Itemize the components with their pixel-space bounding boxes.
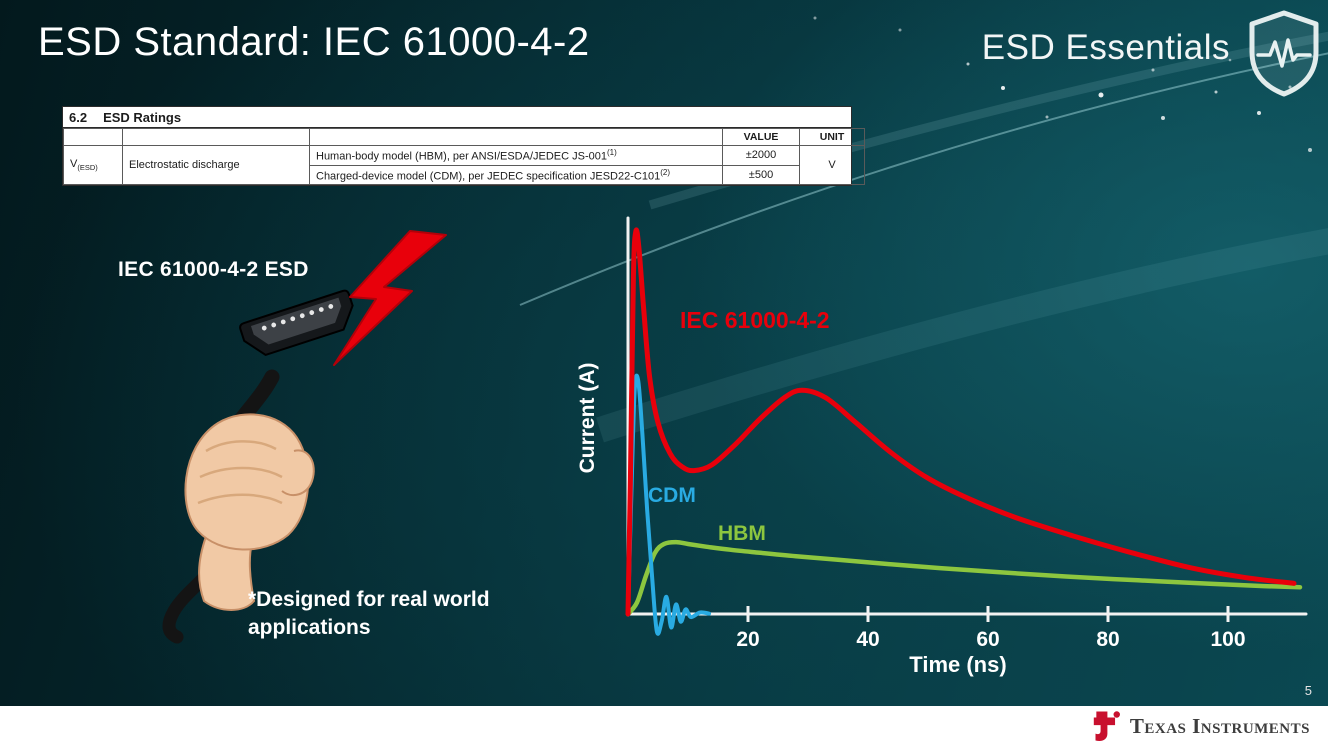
series-label-iec-61000-4-2: IEC 61000-4-2 [680,307,830,333]
unit-cell: V [799,144,865,186]
cdm-value-cell: ±500 [722,164,800,186]
table-row: Charged-device model (CDM), per JEDEC sp… [64,164,865,186]
table-header-row: VALUE UNIT [63,128,865,146]
x-tick-label: 40 [856,628,879,651]
illustration-caption: IEC 61000-4-2 ESD [118,258,309,281]
series-label-cdm: CDM [648,484,696,507]
cdm-model-cell: Charged-device model (CDM), per JEDEC sp… [309,164,723,186]
param-symbol-cell: V(ESD) [63,144,123,186]
background-stars [813,16,1312,152]
hdmi-connector [239,289,354,357]
param-name-cell: Electrostatic discharge [122,144,310,186]
section-number: 6.2 [69,110,88,125]
table-section-heading: 6.2 ESD Ratings [63,107,851,128]
series-brand-title: ESD Essentials [981,28,1230,67]
x-tick-label: 100 [1210,628,1245,651]
value-column-header: VALUE [722,128,800,146]
background-arc [596,228,1328,443]
hbm-value-cell: ±2000 [722,145,800,166]
page-number: 5 [1304,683,1312,698]
esd-shield-icon [1249,10,1319,97]
hand-holding-connector-illustration [162,230,447,644]
table-row: V(ESD) Electrostatic discharge Human-bod… [63,144,865,186]
x-axis-title: Time (ns) [909,652,1007,677]
slide-title: ESD Standard: IEC 61000-4-2 [38,20,590,64]
y-axis-title: Current (A) [576,362,599,474]
x-tick-label: 20 [736,628,759,651]
x-tick-label: 80 [1096,628,1119,651]
esd-ratings-table: 6.2 ESD Ratings VALUE UNIT V(ESD) Electro… [62,106,865,187]
unit-column-header: UNIT [799,128,865,146]
hbm-model-cell: Human-body model (HBM), per ANSI/ESDA/JE… [309,145,723,166]
lightning-bolt-icon [333,230,447,366]
footer-bar: Texas Instruments [0,706,1328,746]
hand [184,413,315,611]
designed-for-real-world-note: *Designed for real world applications [248,588,490,640]
texas-instruments-wordmark: Texas Instruments [1129,713,1310,738]
thumb [281,449,315,497]
esd-waveform-chart: 20 40 60 80 100 IEC 61000-4-2 CDM HBM [608,212,1320,682]
curve-cdm [626,373,711,636]
connector-pins [261,304,334,331]
texas-instruments-logo-icon [1093,711,1120,741]
wrist [198,529,256,611]
curve-hbm [625,539,1303,617]
curve-iec-61000-4-2 [625,227,1297,617]
section-title: ESD Ratings [103,110,182,125]
chart-canvas: 20 40 60 80 100 [625,216,1308,651]
x-tick-label: 60 [976,628,999,651]
series-label-hbm: HBM [718,522,766,545]
